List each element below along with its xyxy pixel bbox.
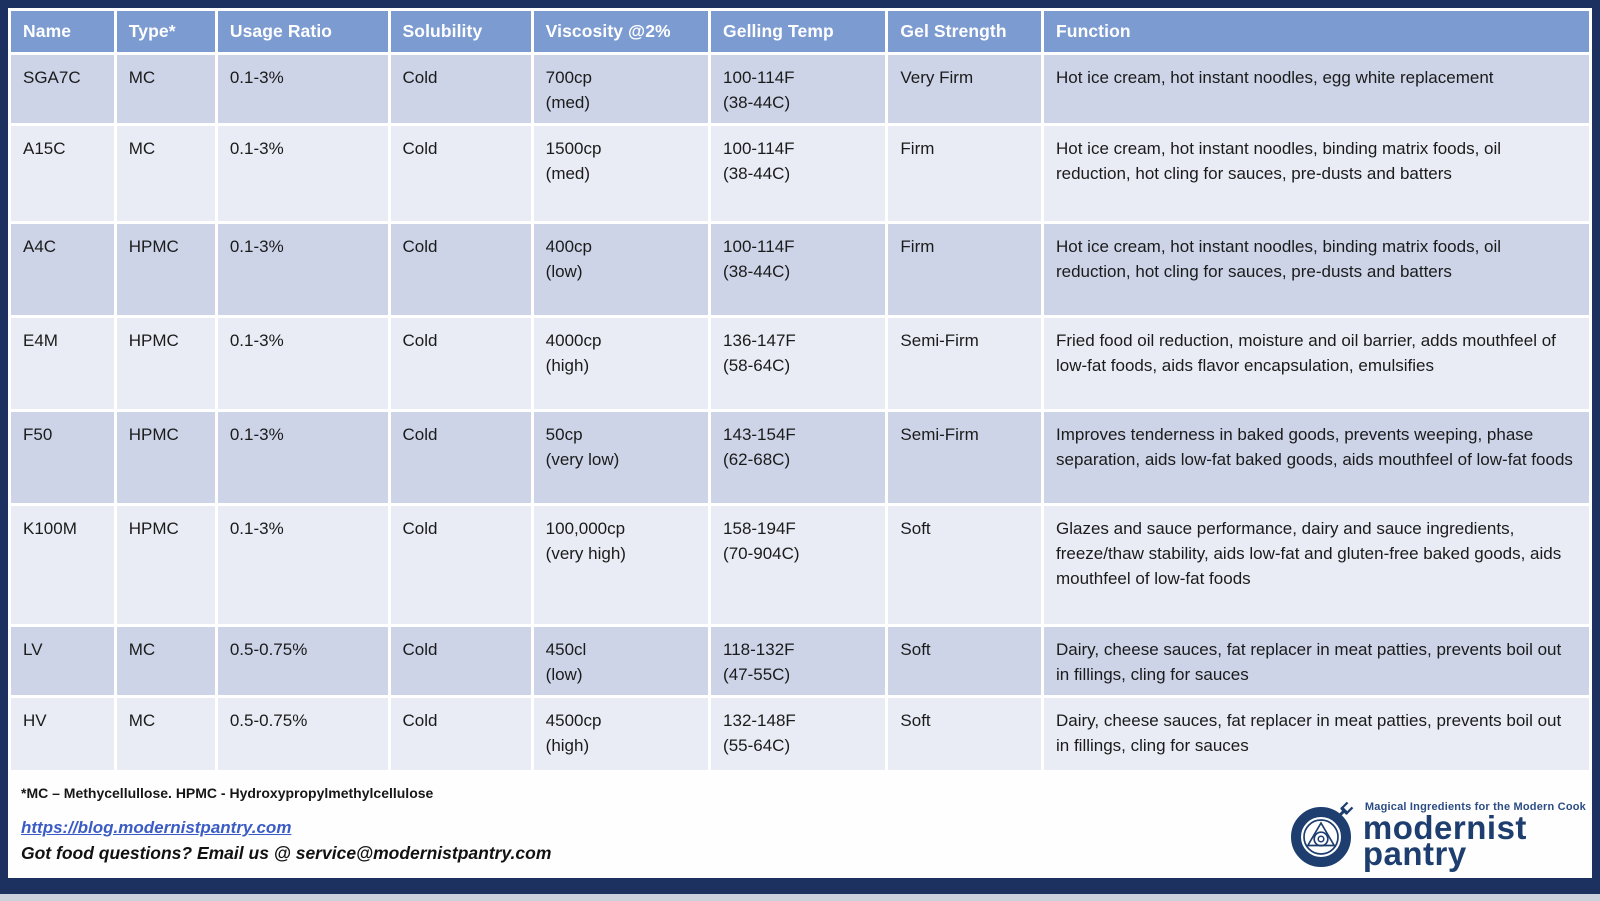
cell-sga7c-gelling-temp: 100-114F (38-44C) — [711, 55, 886, 123]
column-header-name: Name — [11, 11, 114, 52]
type-abbreviation-footnote: *MC – Methycellullose. HPMC - Hydroxypro… — [21, 785, 434, 801]
cell-a15c-viscosity-2: 1500cp (med) — [533, 126, 709, 221]
cell-e4m-solubility: Cold — [390, 318, 531, 409]
cell-k100m-gel-strength: Soft — [888, 506, 1041, 624]
cell-k100m-name: K100M — [11, 506, 114, 624]
cell-e4m-gel-strength: Semi-Firm — [888, 318, 1041, 409]
cell-k100m-usage-ratio: 0.1-3% — [217, 506, 388, 624]
cell-k100m-viscosity-2: 100,000cp (very high) — [533, 506, 709, 624]
cell-a4c-solubility: Cold — [390, 224, 531, 315]
table-row-e4m: E4M HPMC 0.1-3% Cold 4000cp (high) 136-147F (… — [11, 318, 1589, 409]
cell-a15c-function: Hot ice cream, hot instant noodles, bind… — [1043, 126, 1589, 221]
contact-line: Got food questions? Email us @ service@m… — [21, 843, 552, 863]
logo-text-block: Magical Ingredients for the Modern Cook … — [1362, 801, 1586, 872]
cell-e4m-function: Fried food oil reduction, moisture and o… — [1043, 318, 1589, 409]
table-row-sga7c: SGA7C MC 0.1-3% Cold 700cp (med) 100-114F (38… — [11, 55, 1589, 123]
table-body: SGA7C MC 0.1-3% Cold 700cp (med) 100-114F (38… — [11, 55, 1589, 770]
cell-hv-gelling-temp: 132-148F (55-64C) — [711, 698, 886, 770]
cell-a15c-solubility: Cold — [390, 126, 531, 221]
table-header-row: Name Type* Usage Ratio Solubility Viscosity … — [11, 11, 1589, 52]
cell-a4c-type: HPMC — [116, 224, 215, 315]
cell-a15c-gelling-temp: 100-114F (38-44C) — [711, 126, 886, 221]
cell-sga7c-usage-ratio: 0.1-3% — [217, 55, 388, 123]
cell-e4m-usage-ratio: 0.1-3% — [217, 318, 388, 409]
cell-e4m-viscosity-2: 4000cp (high) — [533, 318, 709, 409]
modernist-pantry-logo: Magical Ingredients for the Modern Cook … — [1287, 798, 1586, 870]
cell-sga7c-function: Hot ice cream, hot instant noodles, egg … — [1043, 55, 1589, 123]
cell-hv-type: MC — [116, 698, 215, 770]
cell-f50-usage-ratio: 0.1-3% — [217, 412, 388, 503]
cell-f50-name: F50 — [11, 412, 114, 503]
brand-wordmark: modernist pantry — [1362, 809, 1586, 872]
cell-k100m-type: HPMC — [116, 506, 215, 624]
cell-k100m-solubility: Cold — [390, 506, 531, 624]
cell-f50-type: HPMC — [116, 412, 215, 503]
cell-lv-function: Dairy, cheese sauces, fat replacer in me… — [1043, 627, 1589, 695]
cell-f50-solubility: Cold — [390, 412, 531, 503]
cell-sga7c-name: SGA7C — [11, 55, 114, 123]
column-header-function: Function — [1043, 11, 1589, 52]
column-header-gel-strength: Gel Strength — [888, 11, 1041, 52]
cell-sga7c-type: MC — [116, 55, 215, 123]
cell-hv-viscosity-2: 4500cp (high) — [533, 698, 709, 770]
slide-footer: *MC – Methycellullose. HPMC - Hydroxypro… — [8, 773, 1592, 878]
cell-sga7c-viscosity-2: 700cp (med) — [533, 55, 709, 123]
cell-a15c-gel-strength: Firm — [888, 126, 1041, 221]
cell-a15c-type: MC — [116, 126, 215, 221]
table-header: Name Type* Usage Ratio Solubility Viscosity … — [11, 11, 1589, 52]
brand-word-pantry: pantry — [1362, 835, 1467, 872]
cell-a4c-name: A4C — [11, 224, 114, 315]
cell-lv-type: MC — [116, 627, 215, 695]
cell-lv-usage-ratio: 0.5-0.75% — [217, 627, 388, 695]
cell-hv-name: HV — [11, 698, 114, 770]
table-row-lv: LV MC 0.5-0.75% Cold 450cl (low) 118-132F (47… — [11, 627, 1589, 695]
pan-emblem-icon — [1290, 801, 1354, 867]
cell-e4m-gelling-temp: 136-147F (58-64C) — [711, 318, 886, 409]
cell-a4c-gelling-temp: 100-114F (38-44C) — [711, 224, 886, 315]
cell-a4c-usage-ratio: 0.1-3% — [217, 224, 388, 315]
cell-lv-gelling-temp: 118-132F (47-55C) — [711, 627, 886, 695]
cell-k100m-function: Glazes and sauce performance, dairy and … — [1043, 506, 1589, 624]
column-header-solubility: Solubility — [390, 11, 531, 52]
column-header-type: Type* — [116, 11, 215, 52]
slide-content: Name Type* Usage Ratio Solubility Viscosity … — [8, 8, 1592, 878]
cell-lv-gel-strength: Soft — [888, 627, 1041, 695]
cell-sga7c-solubility: Cold — [390, 55, 531, 123]
table-row-a15c: A15C MC 0.1-3% Cold 1500cp (med) 100-114F (38… — [11, 126, 1589, 221]
cell-lv-name: LV — [11, 627, 114, 695]
cell-a4c-function: Hot ice cream, hot instant noodles, bind… — [1043, 224, 1589, 315]
cell-a4c-gel-strength: Firm — [888, 224, 1041, 315]
cell-a15c-usage-ratio: 0.1-3% — [217, 126, 388, 221]
cell-hv-gel-strength: Soft — [888, 698, 1041, 770]
cell-f50-function: Improves tenderness in baked goods, prev… — [1043, 412, 1589, 503]
cell-hv-function: Dairy, cheese sauces, fat replacer in me… — [1043, 698, 1589, 770]
cell-f50-viscosity-2: 50cp (very low) — [533, 412, 709, 503]
column-header-viscosity-2: Viscosity @2% — [533, 11, 709, 52]
table-row-a4c: A4C HPMC 0.1-3% Cold 400cp (low) 100-114F (38… — [11, 224, 1589, 315]
cell-a4c-viscosity-2: 400cp (low) — [533, 224, 709, 315]
column-header-usage-ratio: Usage Ratio — [217, 11, 388, 52]
column-header-gelling-temp: Gelling Temp — [711, 11, 886, 52]
cell-k100m-gelling-temp: 158-194F (70-904C) — [711, 506, 886, 624]
cell-lv-viscosity-2: 450cl (low) — [533, 627, 709, 695]
table-row-f50: F50 HPMC 0.1-3% Cold 50cp (very low) 143-154F… — [11, 412, 1589, 503]
blog-link[interactable]: https://blog.modernistpantry.com — [21, 818, 292, 837]
cell-lv-solubility: Cold — [390, 627, 531, 695]
cell-f50-gel-strength: Semi-Firm — [888, 412, 1041, 503]
cell-sga7c-gel-strength: Very Firm — [888, 55, 1041, 123]
cell-e4m-name: E4M — [11, 318, 114, 409]
cell-hv-solubility: Cold — [390, 698, 531, 770]
cell-hv-usage-ratio: 0.5-0.75% — [217, 698, 388, 770]
brand-word-modernist: modernist — [1362, 809, 1527, 846]
cell-e4m-type: HPMC — [116, 318, 215, 409]
cell-a15c-name: A15C — [11, 126, 114, 221]
logo-tagline: Magical Ingredients for the Modern Cook — [1364, 801, 1586, 813]
table-row-hv: HV MC 0.5-0.75% Cold 4500cp (high) 132-148F (… — [11, 698, 1589, 770]
cell-f50-gelling-temp: 143-154F (62-68C) — [711, 412, 886, 503]
mc-hpmc-comparison-table: Name Type* Usage Ratio Solubility Viscosity … — [8, 8, 1592, 773]
bottom-edge-strip — [0, 894, 1600, 901]
table-row-k100m: K100M HPMC 0.1-3% Cold 100,000cp (very high)… — [11, 506, 1589, 624]
